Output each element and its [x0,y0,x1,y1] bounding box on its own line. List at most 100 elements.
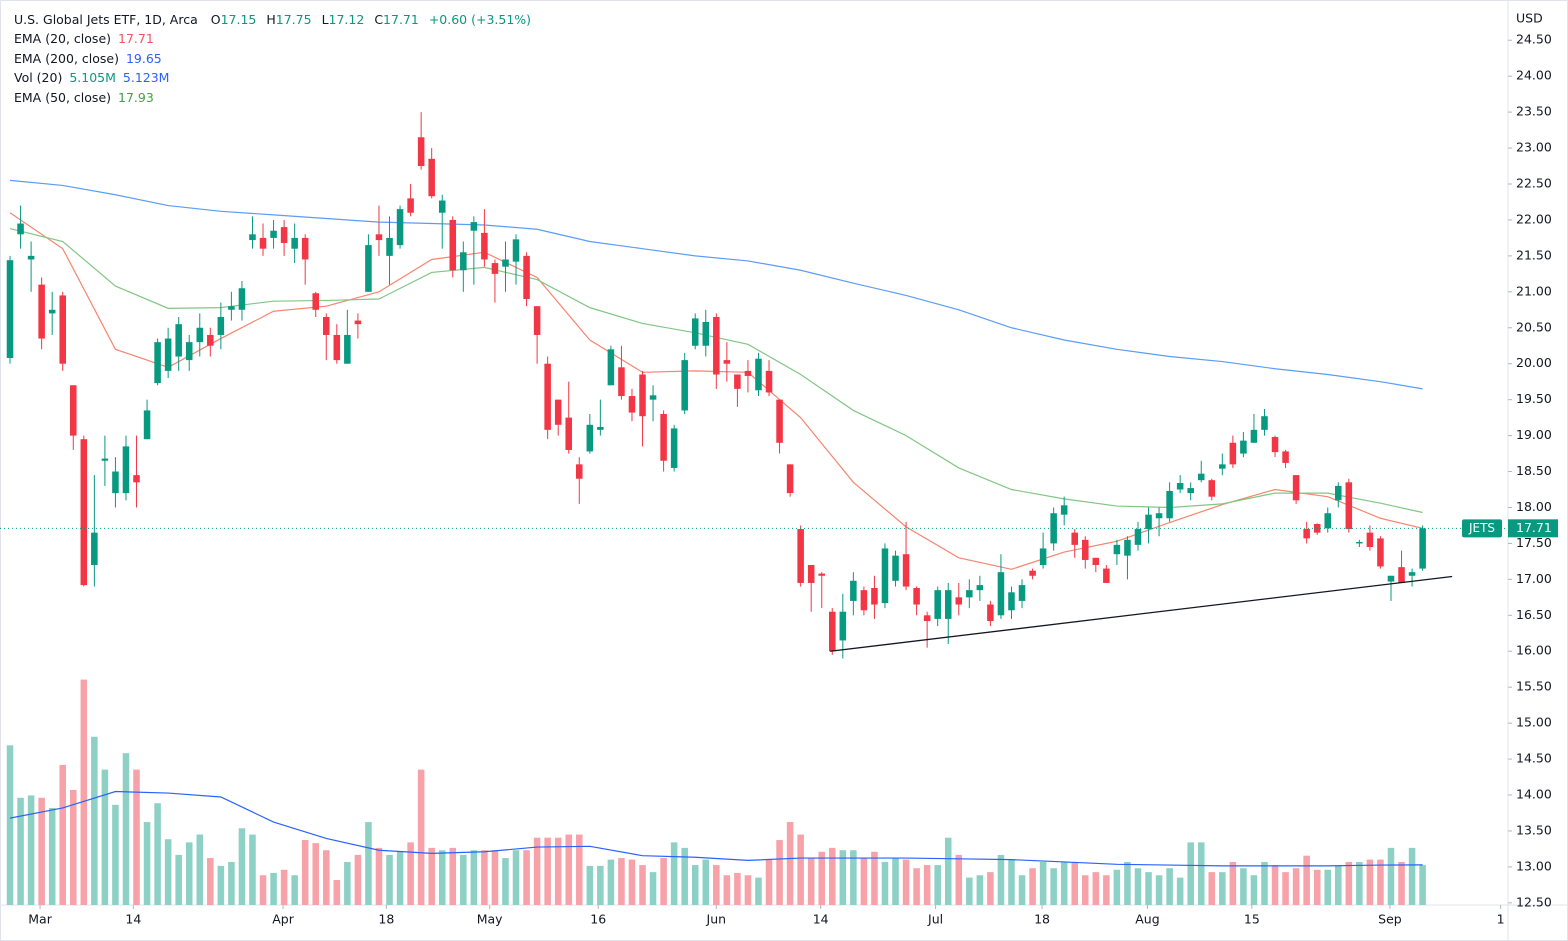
y-tick-label: 19.50 [1516,391,1552,406]
candle-body [1356,541,1363,544]
price-tag-bg [1508,519,1558,538]
volume-bar [386,854,393,905]
volume-bar [997,854,1005,905]
volume-bar [365,822,372,905]
indicator-name: EMA (50, close) [14,89,112,105]
candle-body [185,342,193,361]
candle-body [27,255,35,260]
volume-bar [554,837,562,905]
candle-body [818,573,825,576]
x-tick-label: 15 [1244,912,1260,927]
candle-body [1377,538,1384,567]
candle-body [407,198,414,213]
candle-body [523,255,530,300]
y-tick-label: 17.00 [1516,571,1552,586]
volume-bar [1377,859,1384,905]
volume-bar [1039,861,1047,905]
volume-bar [375,847,383,905]
volume-bar [396,851,404,905]
volume-bar [1408,847,1416,905]
candle-body [691,318,699,346]
volume-bar [987,872,994,905]
legend: U.S. Global Jets ETF, 1D, Arca O17.15 H1… [14,10,534,107]
volume-bar [438,850,446,905]
candle-body [344,334,351,364]
volume-bar [744,875,752,905]
volume-bar [902,859,910,905]
volume-bar [1113,869,1121,905]
volume-bar [1324,869,1332,905]
volume-bar [723,875,731,905]
volume-bar [955,854,963,905]
change: +0.60 (+3.51%) [428,12,532,27]
volume-bar [27,795,35,905]
candle-body [839,611,847,641]
volume-bar [1240,868,1247,905]
volume-bar [892,858,899,905]
volume-bar [1092,872,1100,905]
candle-body [1271,437,1279,453]
volume-bar [48,807,56,905]
volume-bar [185,842,193,905]
candle-body [765,370,773,393]
y-tick-label: 20.00 [1516,355,1552,370]
x-tick-label: Mar [28,912,52,927]
volume-bar [786,822,794,905]
candle-body [428,158,435,197]
candle-body [59,295,66,364]
volume-bar [1250,875,1258,905]
volume-bar [196,834,204,905]
candle-body [238,288,246,310]
candle-body [386,237,393,256]
candle-body [987,604,994,622]
candle-body [892,555,899,581]
indicator-name: EMA (200, close) [14,50,119,66]
volume-bar [1187,842,1194,905]
volume-bar [702,859,710,905]
ohlc-letter: H [266,12,276,27]
candle-body [649,395,657,400]
y-tick-label: 18.50 [1516,463,1552,478]
volume-bar [881,861,889,905]
volume-bar [1398,861,1405,905]
candle-body [1282,451,1289,463]
candle-body [1176,483,1184,490]
y-tick-label: 22.50 [1516,175,1552,190]
indicator-line [9,790,1423,867]
candle-body [755,358,762,391]
candle-body [1387,575,1395,582]
candle-body [660,414,667,461]
volume-bar [1060,861,1068,905]
candle-body [1124,539,1131,556]
volume-bar [143,822,151,905]
x-tick-label: 14 [813,912,829,927]
candle-body [618,367,625,397]
candle-body [112,471,119,494]
x-tick-label: Jun [706,912,727,927]
volume-bar [291,875,298,905]
y-tick-label: 16.00 [1516,643,1552,658]
volume-bar [681,847,688,905]
indicator-line [9,227,1423,514]
volume-bar [270,872,277,905]
volume-bar [481,850,488,905]
candle-body [1229,442,1237,465]
volume-bar [59,764,66,905]
volume-bar [860,858,868,905]
candle-body [681,360,688,411]
volume-bar [1292,868,1300,905]
trendline [830,575,1453,652]
volume-bar [69,789,77,905]
y-tick-label: 13.00 [1516,858,1552,873]
x-tick-label: 14 [125,912,141,927]
indicator-value: 19.65 [125,50,162,66]
candle-body [1071,532,1079,545]
volume-bar [1366,859,1374,905]
volume-bar [1261,861,1268,905]
volume-bar [344,861,351,905]
candle-body [1345,482,1353,530]
ohlc-letter: O [210,12,221,27]
indicator-line [9,179,1423,390]
ohlc-value: 17.12 [328,12,365,27]
volume-bar [354,854,362,905]
